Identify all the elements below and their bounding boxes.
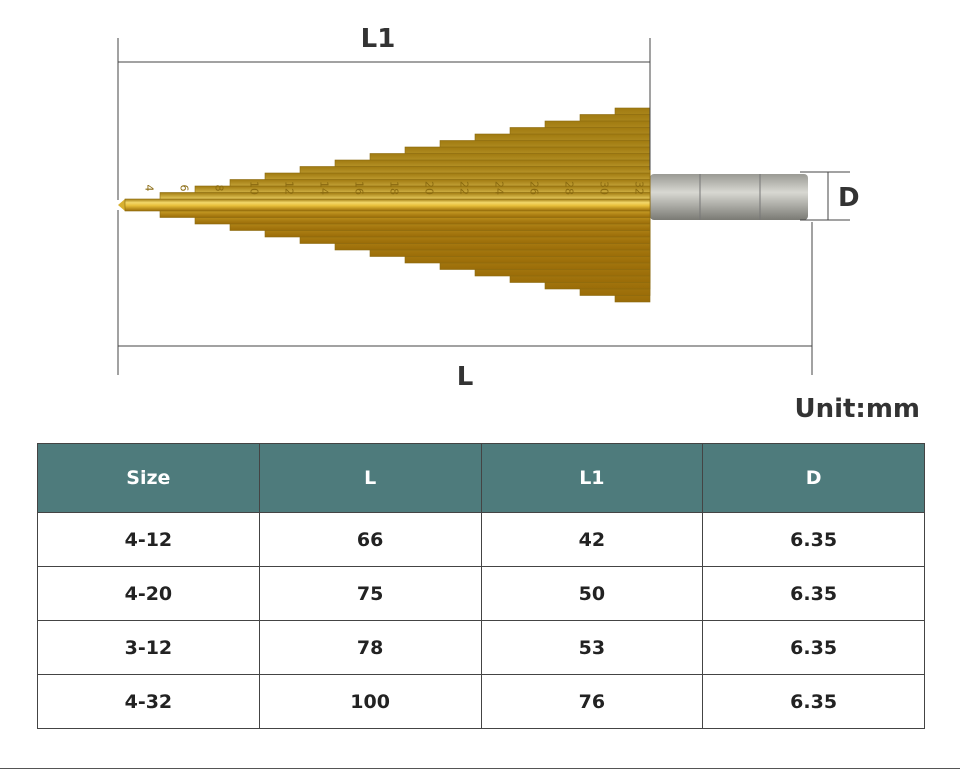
step: [124, 198, 651, 212]
table-body: 4-12 66 42 6.35 4-20 75 50 6.35 3-12 78 53 6.35 4-32…: [37, 512, 925, 729]
header-cell: L1: [480, 443, 704, 513]
table-row: 3-12 78 53 6.35: [37, 620, 925, 675]
step-label: 10: [248, 181, 261, 195]
step-label: 6: [178, 185, 191, 192]
step-label: 16: [353, 181, 366, 195]
table-cell: 4-12: [37, 512, 260, 567]
table-cell: 4-20: [37, 566, 260, 621]
table-cell: 6.35: [702, 566, 925, 621]
step-label: 28: [563, 181, 576, 195]
table-cell: 3-12: [37, 620, 260, 675]
table-cell: 6.35: [702, 620, 925, 675]
bottom-rule: [0, 768, 960, 769]
step-label: 18: [388, 181, 401, 195]
hex-shank: [650, 174, 808, 220]
table-cell: 50: [480, 566, 704, 621]
table-row: 4-32 100 76 6.35: [37, 674, 925, 729]
step-label: 14: [318, 181, 331, 195]
step-label: 32: [633, 181, 646, 195]
step-label: 20: [423, 181, 436, 195]
step-label: 24: [493, 181, 506, 195]
d-label: D: [838, 183, 860, 213]
table-cell: 78: [258, 620, 482, 675]
step-label: 8: [213, 185, 226, 192]
table-cell: 75: [258, 566, 482, 621]
l1-label: L1: [361, 24, 396, 54]
header-cell: D: [702, 443, 925, 513]
header-cell: L: [258, 443, 482, 513]
table-cell: 53: [480, 620, 704, 675]
table-cell: 66: [258, 512, 482, 567]
header-cell: Size: [37, 443, 260, 513]
spec-table: Size L L1 D 4-12 66 42 6.35 4-20 75 50 6.35 3-12 78 5…: [37, 443, 925, 729]
unit-label: Unit:mm: [794, 394, 920, 424]
table-cell: 6.35: [702, 512, 925, 567]
header-row: Size L L1 D: [37, 443, 925, 513]
step-label: 22: [458, 181, 471, 195]
l-label: L: [457, 362, 474, 392]
table-cell: 4-32: [37, 674, 260, 729]
table-cell: 100: [258, 674, 482, 729]
table-row: 4-20 75 50 6.35: [37, 566, 925, 621]
table-cell: 6.35: [702, 674, 925, 729]
step-label: 4: [143, 185, 156, 192]
table-cell: 76: [480, 674, 704, 729]
step-label: 12: [283, 181, 296, 195]
step-label: 26: [528, 181, 541, 195]
dimension-lines: [117, 38, 850, 375]
table-cell: 42: [480, 512, 704, 567]
table-row: 4-12 66 42 6.35: [37, 512, 925, 567]
drill-bit: 4 6 8 10 12 14 16 18 20 22 24 26 28 30 32: [118, 107, 808, 303]
tip: [118, 199, 125, 211]
step-label: 30: [598, 181, 611, 195]
